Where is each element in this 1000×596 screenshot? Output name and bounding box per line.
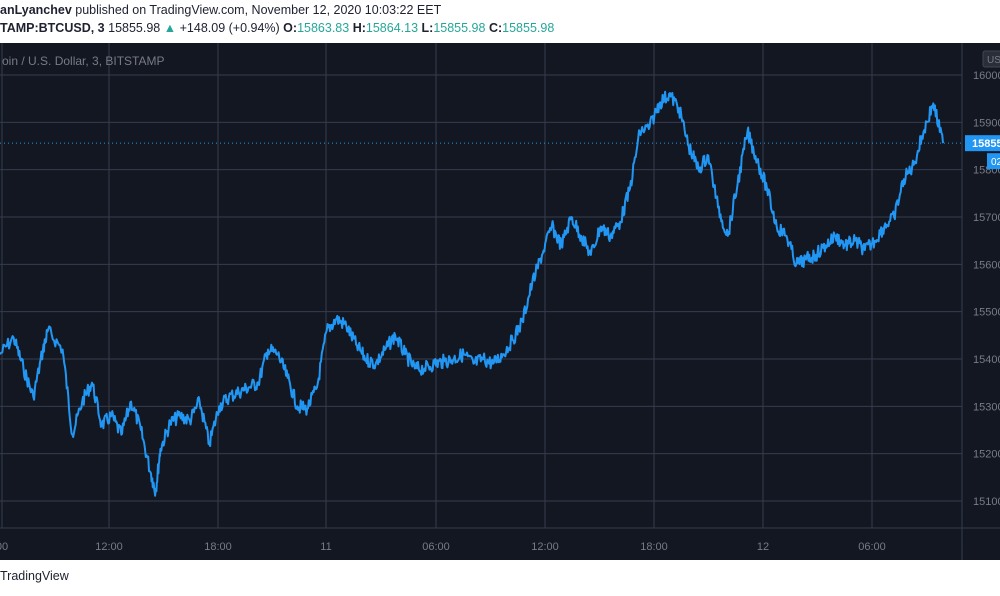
- high-value: 15864.13: [365, 21, 419, 35]
- x-tick-label: 18:00: [640, 541, 668, 553]
- open-label: O:: [283, 21, 298, 35]
- x-tick-label: 12:00: [95, 541, 123, 553]
- last-price-tag: [965, 135, 1000, 152]
- low-value: 15855.98: [433, 21, 486, 35]
- x-tick-label: 06:00: [858, 541, 886, 553]
- published-text: published on TradingView.com, November 1…: [71, 3, 442, 17]
- y-tick-label: 15200: [973, 449, 1000, 461]
- y-tick-label: 15900: [973, 117, 1000, 129]
- x-tick-label: 18:00: [204, 541, 232, 553]
- y-tick-label: 15400: [973, 354, 1000, 366]
- countdown-tag: [987, 153, 1000, 170]
- publication-info: anLyanchev published on TradingView.com,…: [0, 3, 441, 21]
- x-tick-label: 12: [757, 541, 769, 553]
- y-tick-label: 15100: [973, 496, 1000, 508]
- price-chart[interactable]: 1510015200153001540015500156001570015800…: [0, 43, 1000, 560]
- triangle-up-icon: ▲: [163, 21, 177, 35]
- last-price-tag-label: 15855: [972, 138, 1000, 150]
- high-label: H:: [352, 21, 366, 35]
- symbol-label: TAMP:BTCUSD, 3: [0, 21, 105, 35]
- price-scale-button: [982, 50, 1000, 68]
- price-change: +148.09 (+0.94%): [179, 21, 280, 35]
- y-tick-label: 15600: [973, 259, 1000, 271]
- y-tick-label: 15300: [973, 401, 1000, 413]
- close-value: 15855.98: [502, 21, 555, 35]
- x-tick-label: 11: [320, 541, 331, 553]
- last-price: 15855.98: [108, 21, 161, 35]
- x-tick-label: 00: [0, 541, 8, 553]
- countdown-tag-label: 02: [991, 157, 1000, 168]
- author-name[interactable]: anLyanchev: [0, 3, 72, 17]
- open-value: 15863.83: [297, 21, 350, 35]
- ohlc-legend: TAMP:BTCUSD, 3 15855.98 ▲ +148.09 (+0.94…: [0, 21, 554, 39]
- y-tick-label: 15700: [973, 212, 1000, 224]
- low-label: L:: [421, 21, 434, 35]
- close-label: C:: [488, 21, 503, 35]
- chart-area[interactable]: 1510015200153001540015500156001570015800…: [0, 43, 1000, 560]
- x-tick-label: 06:00: [422, 541, 450, 553]
- price-scale-button-label: US: [987, 55, 1000, 66]
- y-tick-label: 15500: [973, 307, 1000, 319]
- symbol-description: oin / U.S. Dollar, 3, BITSTAMP: [2, 54, 165, 68]
- x-tick-label: 12:00: [531, 541, 559, 553]
- footer-brand[interactable]: TradingView: [0, 569, 69, 583]
- price-series-line: [0, 90, 944, 497]
